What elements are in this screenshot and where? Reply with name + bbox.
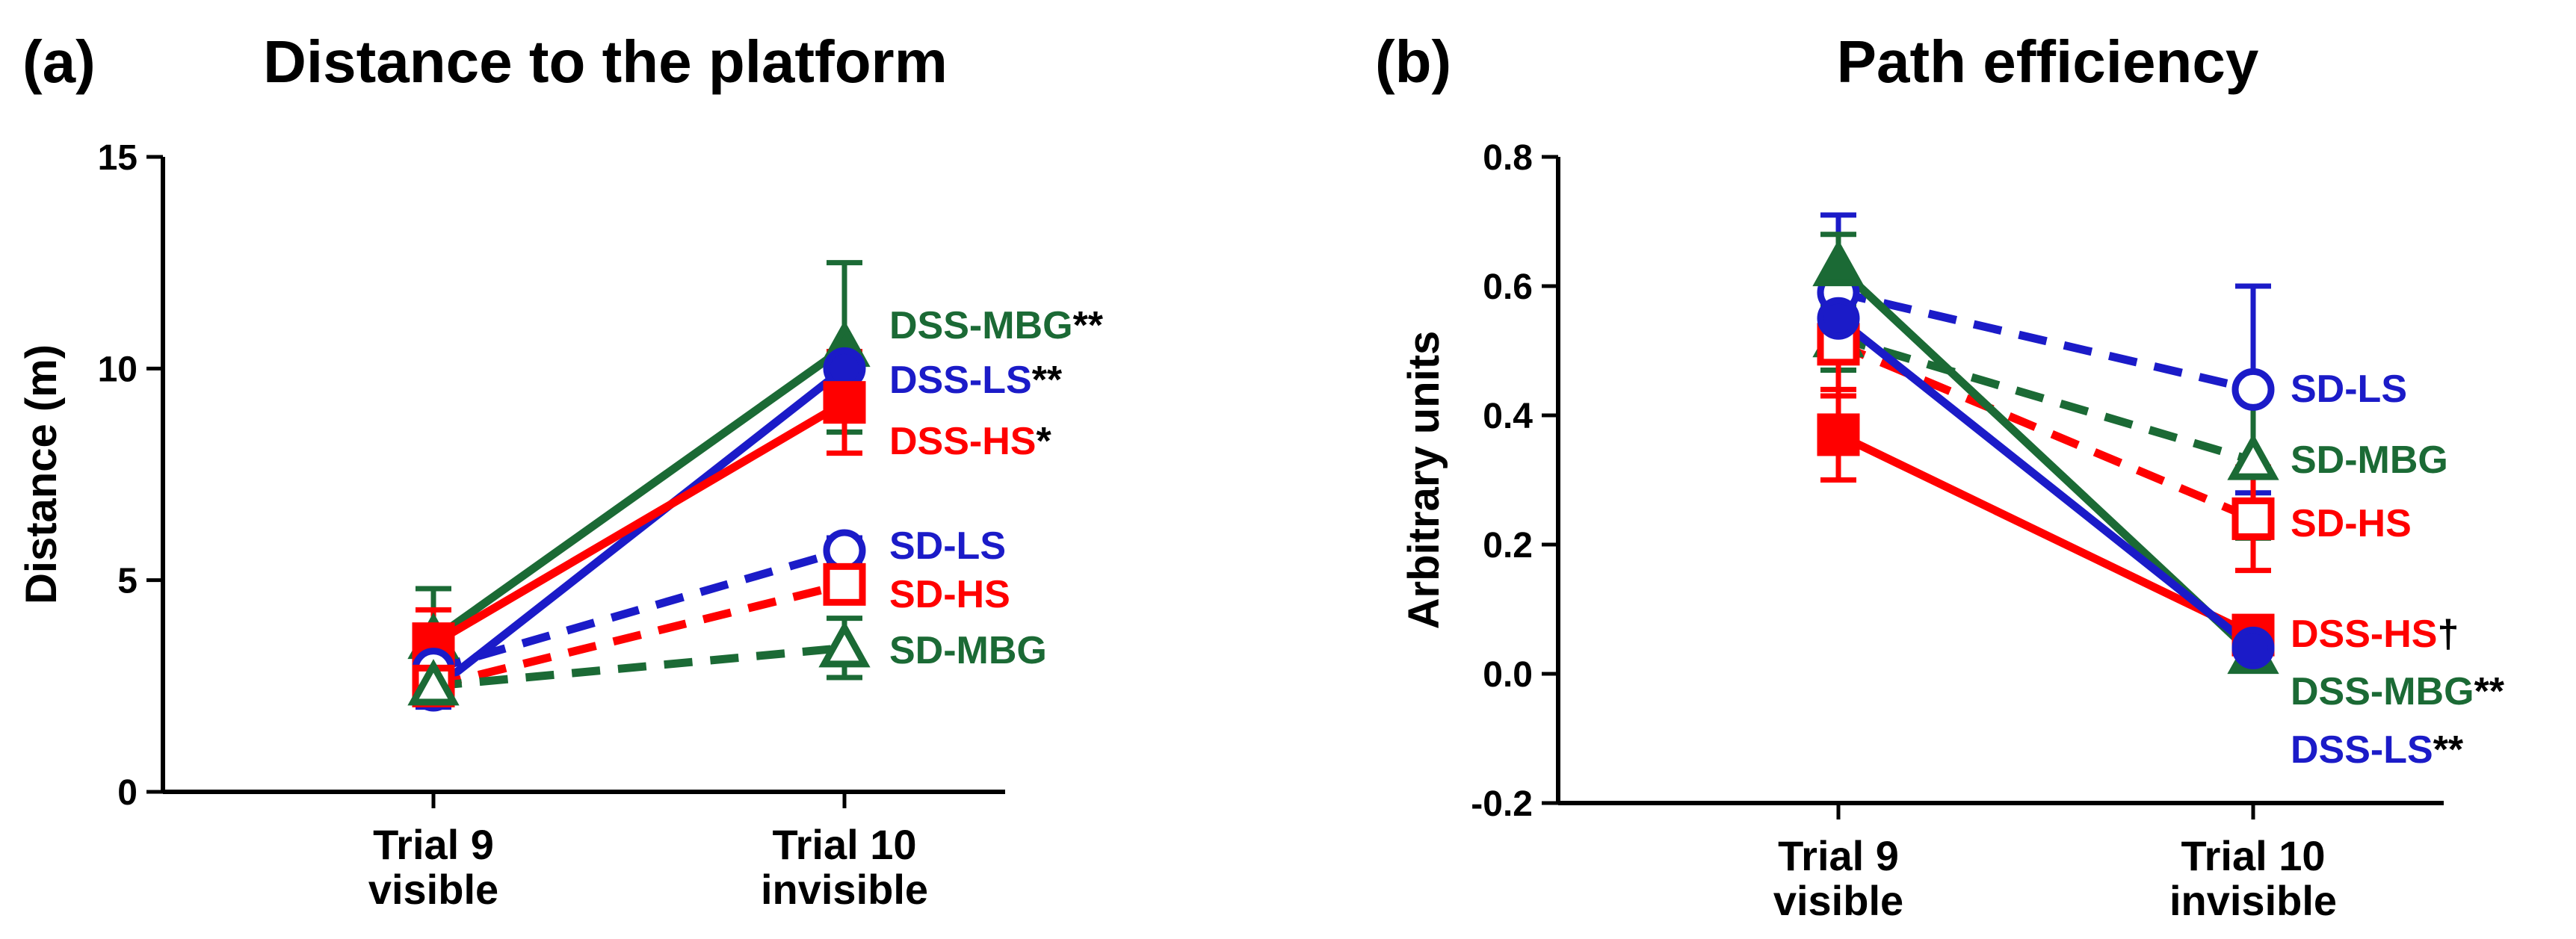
series-line-sd-hs (432, 580, 846, 690)
x-tick-label: invisible (761, 866, 928, 913)
series-label-sd-hs: SD-HS (889, 573, 1010, 616)
series-line-sd-mbg (433, 643, 845, 690)
series-name-dss-ls: DSS-LS (889, 359, 1032, 402)
y-tick-label: 0.2 (1483, 526, 1533, 565)
series-label-dss-mbg: DSS-MBG** (2291, 670, 2505, 713)
series-lines (430, 344, 847, 694)
series-label-dss-mbg: DSS-MBG** (889, 304, 1104, 347)
data-point-sd-mbg (818, 621, 871, 668)
y-tick-label: 5 (117, 562, 138, 601)
data-point-dss-mbg (1812, 239, 1865, 287)
significance-marker: ** (1032, 359, 1063, 402)
data-point-sd-ls (2231, 368, 2275, 411)
series-label-sd-hs: SD-HS (2291, 502, 2412, 545)
data-point-sd-hs (823, 563, 866, 606)
series-label-dss-ls: DSS-LS** (2291, 728, 2464, 772)
y-axis-label: Distance (m) (17, 344, 66, 604)
series-name-sd-mbg: SD-MBG (889, 629, 1047, 672)
data-point-dss-ls (1817, 297, 1860, 340)
data-point-dss-ls (823, 347, 866, 390)
series-line-sd-mbg (1837, 333, 2255, 465)
series-name-sd-hs: SD-HS (889, 573, 1010, 616)
series-label-sd-ls: SD-LS (889, 524, 1006, 568)
series-markers (1812, 239, 2279, 675)
series-line-dss-hs (1836, 430, 2255, 639)
series-line-dss-mbg (430, 344, 847, 643)
series-name-sd-mbg: SD-MBG (2291, 438, 2448, 482)
series-line-dss-ls (1835, 314, 2256, 651)
error-bars (1820, 212, 2271, 670)
y-tick-label: -0.2 (1471, 784, 1533, 824)
chart-title: Path efficiency (1837, 28, 2259, 95)
x-tick-label: visible (1773, 877, 1903, 924)
significance-marker: ** (1073, 304, 1104, 347)
series-name-dss-hs: DSS-HS (889, 420, 1036, 463)
y-tick-label: 0.8 (1483, 138, 1533, 178)
series-name-sd-ls: SD-LS (2291, 368, 2407, 411)
series-line-dss-ls (430, 365, 847, 694)
series-label-dss-ls: DSS-LS** (889, 359, 1063, 402)
data-point-sd-ls (823, 529, 866, 572)
x-tick-label: invisible (2169, 877, 2337, 924)
series-label-sd-mbg: SD-MBG (2291, 438, 2448, 482)
series-line-sd-ls (1837, 288, 2255, 394)
series-line-sd-hs (1836, 340, 2255, 523)
series-name-sd-hs: SD-HS (2291, 502, 2412, 545)
series-label-dss-hs: DSS-HS† (2291, 613, 2459, 656)
data-point-sd-hs (2231, 497, 2275, 540)
series-markers (407, 320, 871, 712)
y-tick-label: 0.6 (1483, 267, 1533, 307)
series-lines (1835, 264, 2256, 658)
series-name-dss-mbg: DSS-MBG (889, 304, 1073, 347)
data-point-sd-mbg (407, 659, 460, 706)
chart-title: Distance to the platform (263, 28, 948, 95)
series-label-dss-hs: DSS-HS* (889, 420, 1051, 463)
series-name-sd-ls: SD-LS (889, 524, 1006, 568)
y-axis-label: Arbitrary units (1400, 331, 1448, 630)
y-tick-label: 0.0 (1483, 655, 1533, 695)
significance-marker: † (2437, 613, 2459, 656)
series-label-sd-ls: SD-LS (2291, 368, 2407, 411)
data-point-dss-hs (823, 381, 866, 424)
significance-marker: ** (2433, 728, 2464, 772)
series-name-dss-hs: DSS-HS (2291, 613, 2437, 656)
series-name-dss-mbg: DSS-MBG (2291, 670, 2474, 713)
panel-path-efficiency: (b) Path efficiency -0.2 0.0 0.2 0.4 0.6 0.8 A… (1375, 28, 2505, 924)
panel-distance: (a) Distance to the platform 0 5 10 15 Dista… (17, 28, 1104, 913)
error-bars (416, 260, 862, 710)
significance-marker: * (1036, 420, 1051, 463)
panel-label: (b) (1375, 28, 1451, 95)
data-point-sd-mbg (2227, 433, 2279, 480)
y-tick-label: 0.4 (1483, 397, 1533, 436)
y-tick-label: 15 (98, 138, 138, 178)
series-line-dss-hs (431, 398, 847, 648)
series-name-dss-ls: DSS-LS (2291, 728, 2433, 772)
y-tick-label: 0 (117, 773, 138, 813)
panel-label: (a) (22, 28, 96, 95)
x-tick-label: Trial 10 (772, 821, 916, 868)
x-tick-label: Trial 10 (2181, 832, 2325, 879)
x-tick-label: Trial 9 (373, 821, 494, 868)
data-point-dss-ls (2231, 626, 2275, 669)
x-tick-label: Trial 9 (1778, 832, 1899, 879)
series-line-sd-ls (432, 546, 846, 673)
series-label-sd-mbg: SD-MBG (889, 629, 1047, 672)
data-point-dss-hs (1817, 413, 1860, 456)
significance-marker: ** (2474, 670, 2505, 713)
y-tick-label: 10 (98, 350, 138, 389)
x-tick-label: visible (368, 866, 498, 913)
